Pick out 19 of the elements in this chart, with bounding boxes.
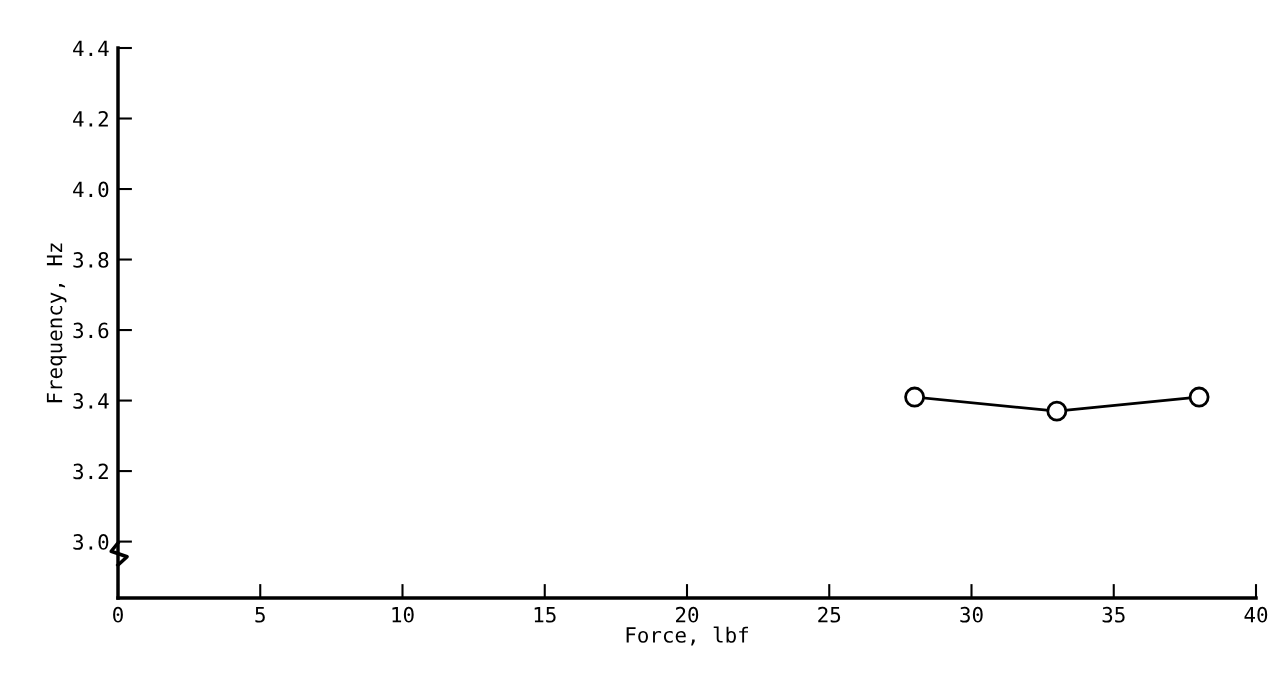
- y-tick-label: 4.0: [73, 181, 109, 198]
- x-tick-label: 25: [818, 606, 841, 623]
- x-tick-label: 40: [1244, 606, 1268, 623]
- x-tick-label: 15: [534, 607, 556, 623]
- x-tick-label: 30: [960, 606, 983, 623]
- y-tick-label: 3.4: [73, 393, 109, 409]
- y-axis-title: Frequency, Hz: [46, 243, 67, 403]
- x-axis-title: Force, lbf: [626, 626, 748, 646]
- x-tick-label: 5: [255, 607, 265, 623]
- x-tick-label: 10: [392, 606, 414, 623]
- y-tick-label: 3.6: [73, 322, 109, 339]
- y-tick-label: 4.2: [73, 111, 108, 127]
- y-tick-label: 4.4: [73, 40, 109, 56]
- x-tick-label: 35: [1102, 606, 1125, 623]
- y-tick-label: 3.8: [73, 252, 109, 268]
- y-tick-label: 3.0: [73, 534, 109, 550]
- y-tick-label: 3.2: [73, 463, 108, 480]
- x-tick-label: 0: [113, 606, 123, 623]
- x-tick-label: 20: [676, 606, 699, 623]
